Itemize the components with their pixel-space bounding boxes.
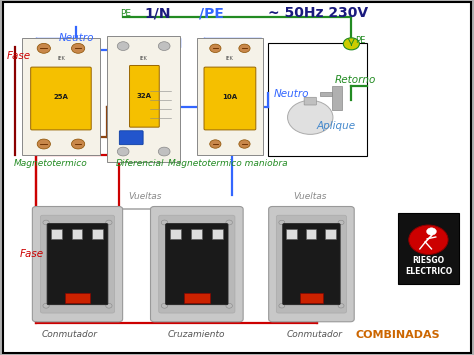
Text: Magnetotermico maniobra: Magnetotermico maniobra [168,159,287,168]
Bar [184,293,210,302]
Bar [326,229,336,239]
Circle shape [226,304,232,308]
FancyBboxPatch shape [204,67,256,130]
Bar [398,213,459,284]
Text: Vueltas: Vueltas [128,192,162,201]
Text: PE: PE [355,36,365,45]
FancyBboxPatch shape [40,215,115,313]
Bar [51,229,62,239]
Circle shape [279,220,285,225]
FancyBboxPatch shape [276,215,346,313]
Circle shape [72,43,85,53]
Circle shape [37,139,50,149]
Circle shape [161,220,168,225]
FancyBboxPatch shape [22,38,100,154]
Circle shape [409,225,448,255]
Text: 32A: 32A [136,93,151,99]
Circle shape [427,228,437,235]
Text: Vueltas: Vueltas [293,192,327,201]
Text: Diferencial: Diferencial [116,159,164,168]
Bar [286,229,297,239]
Circle shape [239,44,250,53]
Text: 25A: 25A [54,94,68,100]
Text: IEK: IEK [226,56,234,61]
Circle shape [210,140,221,148]
Circle shape [43,220,49,225]
Circle shape [239,140,250,148]
Text: PE: PE [120,9,131,17]
Circle shape [106,304,112,308]
FancyBboxPatch shape [107,36,180,162]
Circle shape [210,44,221,53]
FancyBboxPatch shape [269,207,354,322]
Text: Magnetotermico: Magnetotermico [13,159,87,168]
Circle shape [338,220,344,225]
FancyBboxPatch shape [304,97,317,105]
Circle shape [117,147,129,156]
Bar [65,293,90,302]
Circle shape [106,220,112,225]
FancyBboxPatch shape [31,67,91,130]
FancyBboxPatch shape [47,224,108,305]
FancyBboxPatch shape [159,215,235,313]
Text: Aplique: Aplique [317,121,356,131]
Circle shape [37,43,50,53]
Bar [319,92,331,96]
FancyBboxPatch shape [119,131,143,145]
Text: RIESGO
ELECTRICO: RIESGO ELECTRICO [405,256,452,275]
Circle shape [288,100,333,134]
Bar [268,43,367,156]
Text: /PE: /PE [199,6,224,20]
FancyBboxPatch shape [32,207,123,322]
Text: Conmutador: Conmutador [287,331,343,339]
FancyBboxPatch shape [197,38,263,154]
Circle shape [117,42,129,50]
Bar [92,229,103,239]
FancyBboxPatch shape [129,65,159,127]
Bar [300,293,323,302]
Bar [331,86,342,110]
Text: IEK: IEK [57,56,65,61]
Circle shape [158,147,170,156]
Bar [212,229,223,239]
Circle shape [72,139,85,149]
Bar [191,229,202,239]
Text: Retorno: Retorno [335,75,376,85]
Text: Neutro: Neutro [273,89,309,99]
Text: Cruzamiento: Cruzamiento [168,331,226,339]
Text: 10A: 10A [222,94,237,100]
Text: Neutro: Neutro [59,33,94,43]
FancyBboxPatch shape [165,224,228,305]
Text: IEK: IEK [140,56,147,61]
Text: ~ 50Hz 230V: ~ 50Hz 230V [268,6,368,20]
Bar [306,229,316,239]
Circle shape [161,304,168,308]
Circle shape [343,38,359,50]
Bar [170,229,181,239]
Circle shape [158,42,170,50]
Circle shape [338,304,344,308]
Text: Fase: Fase [19,248,44,258]
Text: 1/N: 1/N [145,6,171,20]
FancyBboxPatch shape [283,224,340,305]
FancyBboxPatch shape [151,207,243,322]
Text: Fase: Fase [7,50,31,60]
Circle shape [226,220,232,225]
Text: COMBINADAS: COMBINADAS [356,330,440,340]
Circle shape [43,304,49,308]
Text: Conmutador: Conmutador [41,331,97,339]
Bar [72,229,82,239]
Circle shape [279,304,285,308]
